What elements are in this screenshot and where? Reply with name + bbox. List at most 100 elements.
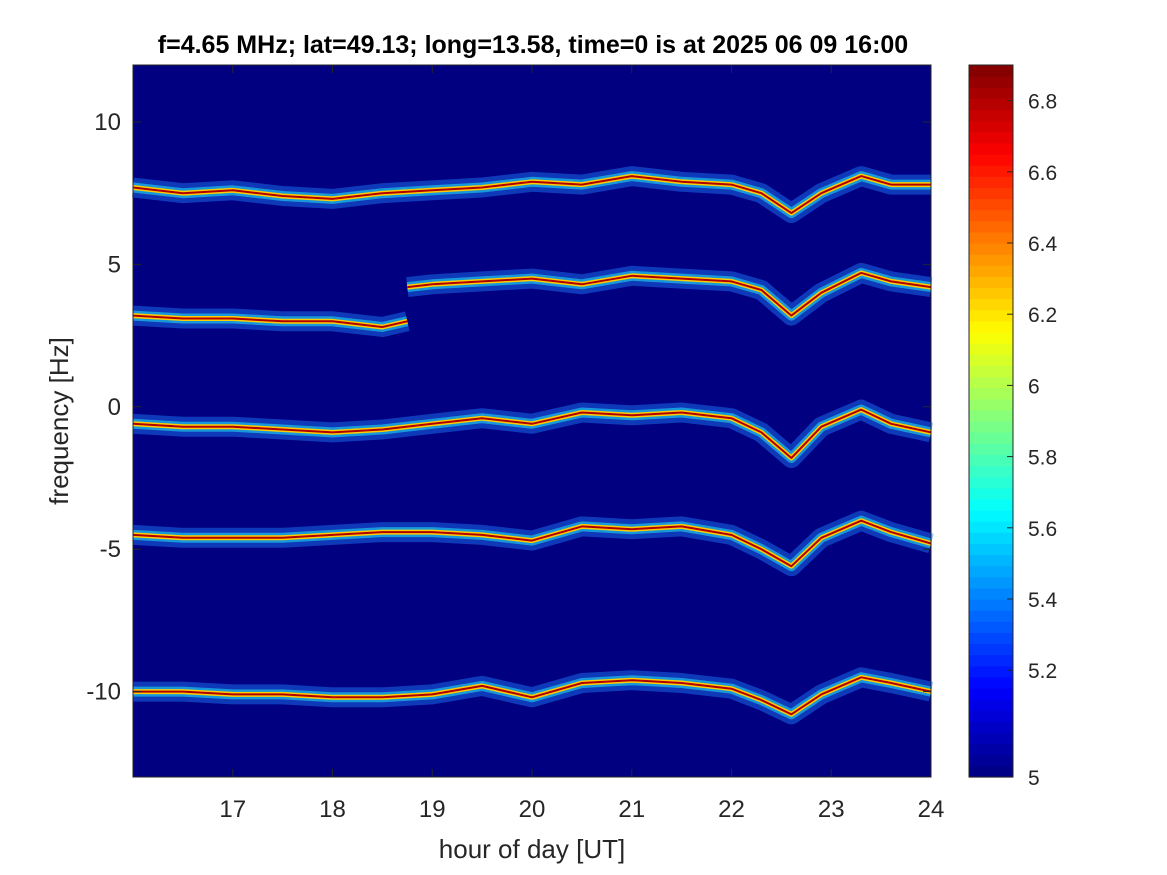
colorbar-step	[969, 298, 1013, 311]
y-axis-label: frequency [Hz]	[44, 337, 74, 505]
trace-core	[407, 271, 932, 317]
trace-core	[132, 408, 932, 459]
trace-4	[132, 399, 934, 468]
colorbar-step	[969, 421, 1013, 433]
chart-title: f=4.65 MHz; lat=49.13; long=13.58, time=…	[158, 31, 908, 59]
y-tick-label: 0	[108, 394, 121, 421]
y-tick-label: 5	[108, 251, 121, 278]
colorbar-step	[969, 665, 1013, 678]
colorbar-step	[969, 376, 1013, 389]
colorbar-step	[969, 231, 1013, 244]
colorbar-step	[969, 254, 1013, 266]
y-axis: 10 5 0 -5 -10	[86, 109, 931, 706]
colorbar-step	[969, 176, 1013, 188]
colorbar-step	[969, 154, 1013, 166]
colorbar-tick-label: 6.4	[1028, 233, 1058, 256]
colorbar-step	[969, 76, 1013, 88]
colorbar-step	[969, 320, 1013, 333]
colorbar-step	[969, 387, 1013, 400]
colorbar-step	[969, 131, 1013, 144]
colorbar-tick-label: 6	[1028, 375, 1040, 398]
colorbar-step	[969, 98, 1013, 111]
colorbar-step	[969, 510, 1013, 522]
colorbar-step	[969, 332, 1013, 344]
colorbar-step	[969, 265, 1013, 277]
colorbar-tick-label: 5	[1028, 767, 1040, 790]
colorbar-gradient	[969, 65, 1013, 778]
colorbar-step	[969, 743, 1013, 756]
colorbar-step	[969, 276, 1013, 289]
colorbar-tick-label: 6.8	[1028, 91, 1057, 114]
x-tick-label: 17	[219, 796, 246, 823]
colorbar-step	[969, 465, 1013, 478]
colorbar-step	[969, 765, 1013, 778]
colorbar-step	[969, 65, 1013, 77]
trace-6	[133, 667, 934, 725]
colorbar-step	[969, 721, 1013, 734]
colorbar-step	[969, 409, 1013, 422]
x-axis: 17 18 19 20 21 22 23 24	[219, 65, 944, 823]
x-tick-label: 24	[918, 796, 945, 823]
trace-3	[406, 262, 933, 326]
x-tick-label: 22	[718, 796, 745, 823]
x-tick-label: 18	[319, 796, 346, 823]
colorbar: 5 5.2 5.4 5.6 5.8 6 6.2 6.4 6.6 6.8	[968, 64, 1058, 790]
colorbar-step	[969, 87, 1013, 99]
colorbar-step	[969, 710, 1013, 722]
x-tick-label: 20	[519, 796, 546, 823]
colorbar-step	[969, 443, 1013, 455]
colorbar-step	[969, 432, 1013, 444]
colorbar-step	[969, 198, 1013, 211]
colorbar-tick-label: 6.2	[1028, 304, 1057, 327]
y-tick-label: 10	[94, 109, 121, 136]
x-tick-label: 21	[618, 796, 645, 823]
colorbar-step	[969, 343, 1013, 355]
colorbar-tick-label: 5.2	[1028, 660, 1057, 683]
colorbar-step	[969, 554, 1013, 567]
colorbar-step	[969, 532, 1013, 544]
colorbar-step	[969, 354, 1013, 366]
colorbar-step	[969, 610, 1013, 622]
colorbar-step	[969, 109, 1013, 122]
colorbar-step	[969, 632, 1013, 645]
y-tick-label: -10	[86, 679, 121, 706]
colorbar-step	[969, 187, 1013, 200]
colorbar-step	[969, 476, 1013, 489]
trace-core	[132, 314, 408, 328]
colorbar-step	[969, 565, 1013, 578]
doppler-traces	[131, 166, 934, 725]
colorbar-step	[969, 688, 1013, 700]
trace-1	[131, 166, 931, 224]
colorbar-step	[969, 365, 1013, 378]
colorbar-step	[969, 576, 1013, 589]
colorbar-step	[969, 754, 1013, 767]
colorbar-frame	[968, 64, 1014, 778]
colorbar-step	[969, 287, 1013, 300]
colorbar-tick-label: 5.8	[1028, 447, 1057, 470]
x-tick-label: 19	[419, 796, 446, 823]
colorbar-step	[969, 587, 1013, 600]
colorbar-step	[969, 676, 1013, 689]
colorbar-ticks: 5 5.2 5.4 5.6 5.8 6 6.2 6.4 6.6 6.8	[1007, 91, 1058, 790]
colorbar-step	[969, 120, 1013, 133]
colorbar-step	[969, 243, 1013, 255]
x-tick-label: 23	[818, 796, 845, 823]
colorbar-step	[969, 487, 1013, 500]
trace-2	[132, 305, 410, 337]
colorbar-step	[969, 398, 1013, 411]
colorbar-step	[969, 643, 1013, 656]
trace-core	[132, 175, 931, 215]
colorbar-step	[969, 699, 1013, 711]
trace-core	[133, 676, 932, 716]
colorbar-step	[969, 543, 1013, 556]
colorbar-step	[969, 165, 1013, 177]
colorbar-step	[969, 498, 1013, 511]
colorbar-step	[969, 521, 1013, 533]
colorbar-step	[969, 454, 1013, 467]
colorbar-tick-label: 5.6	[1028, 518, 1057, 541]
colorbar-step	[969, 732, 1013, 745]
colorbar-tick-label: 6.6	[1028, 162, 1057, 185]
colorbar-tick-label: 5.4	[1028, 589, 1058, 612]
colorbar-step	[969, 654, 1013, 667]
